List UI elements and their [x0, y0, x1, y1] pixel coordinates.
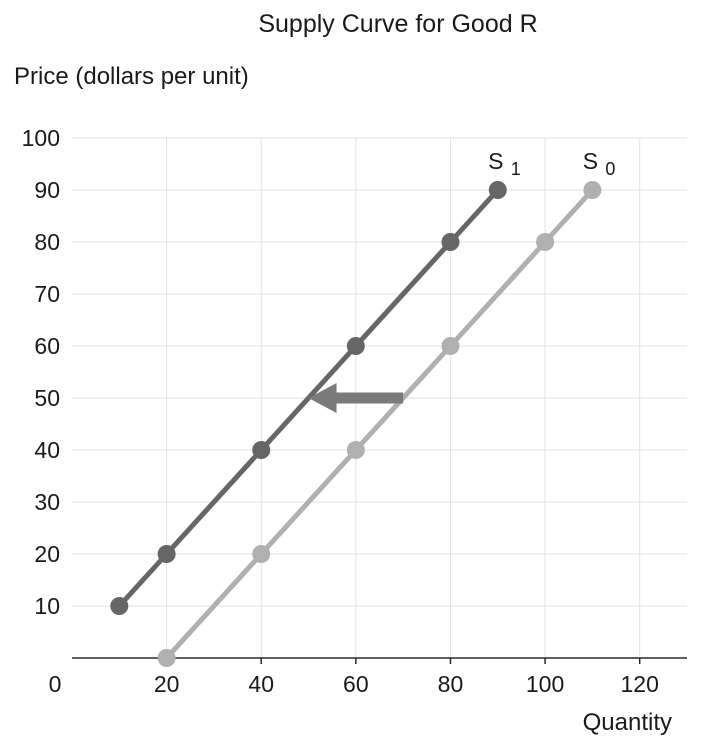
x-axis-label: Quantity — [583, 709, 672, 736]
x-tick-label: 100 — [526, 671, 564, 697]
data-point-s0 — [536, 233, 555, 251]
data-point-s1 — [346, 337, 365, 355]
y-tick-label: 30 — [34, 489, 60, 515]
x-tick-label: 120 — [621, 671, 659, 697]
data-point-s0 — [441, 337, 460, 355]
data-point-s0 — [252, 545, 271, 563]
x-tick-label: 40 — [248, 671, 274, 697]
data-point-s1 — [488, 181, 507, 199]
chart-title: Supply Curve for Good R — [258, 10, 537, 38]
series-subscript-s0: 0 — [605, 159, 615, 179]
series-label-s1: S — [488, 148, 503, 174]
x-tick-label: 0 — [49, 671, 62, 697]
series-subscript-s1: 1 — [511, 159, 521, 179]
y-tick-label: 80 — [34, 229, 60, 255]
y-tick-label: 60 — [34, 333, 60, 359]
data-point-s0 — [157, 649, 176, 667]
y-tick-label: 50 — [34, 385, 60, 411]
annotations — [308, 383, 404, 413]
shift-arrow-head — [308, 383, 337, 413]
y-tick-label: 40 — [34, 437, 60, 463]
y-axis-label: Price (dollars per unit) — [14, 63, 249, 90]
y-tick-label: 90 — [34, 177, 60, 203]
supply-line-s0 — [164, 188, 595, 660]
x-tick-label: 60 — [343, 671, 369, 697]
data-point-s1 — [110, 597, 129, 615]
y-tick-label: 10 — [34, 593, 60, 619]
series-label-s0: S — [583, 148, 598, 174]
data-point-s1 — [441, 233, 460, 251]
x-tick-label: 20 — [154, 671, 180, 697]
y-tick-label: 100 — [22, 125, 60, 151]
y-tick-label: 70 — [34, 281, 60, 307]
data-point-s0 — [346, 441, 365, 459]
data-point-s1 — [157, 545, 176, 563]
x-tick-label: 80 — [438, 671, 464, 697]
data-point-s1 — [252, 441, 271, 459]
data-point-s0 — [583, 181, 602, 199]
y-tick-label: 20 — [34, 541, 60, 567]
